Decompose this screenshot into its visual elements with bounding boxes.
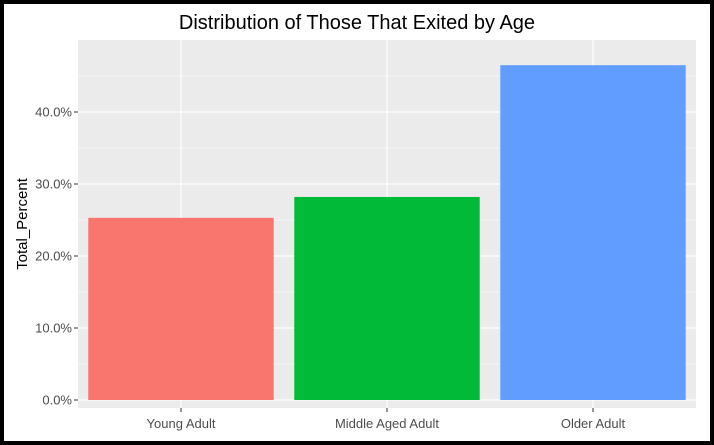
y-tick-label: 40.0%	[35, 105, 72, 120]
y-tick-label: 0.0%	[42, 393, 72, 408]
x-tick-label: Young Adult	[147, 416, 216, 431]
bar	[88, 217, 274, 400]
y-axis-title: Total_Percent	[14, 177, 31, 270]
x-axis: Young Adult Middle Aged Adult Older Adult	[147, 408, 626, 431]
x-tick-label: Older Adult	[561, 416, 626, 431]
y-tick-label: 20.0%	[35, 249, 72, 264]
bar-chart: Total_Percent 0.0% 10.0% 20.0% 30.0% 40.0% Yo…	[14, 40, 696, 431]
bars	[88, 65, 686, 400]
x-tick-label: Middle Aged Adult	[335, 416, 439, 431]
bar	[294, 196, 480, 400]
y-tick-label: 10.0%	[35, 321, 72, 336]
y-tick-label: 30.0%	[35, 177, 72, 192]
bar	[500, 65, 686, 400]
chart-title: Distribution of Those That Exited by Age	[178, 12, 536, 34]
y-axis: 0.0% 10.0% 20.0% 30.0% 40.0%	[35, 105, 78, 408]
